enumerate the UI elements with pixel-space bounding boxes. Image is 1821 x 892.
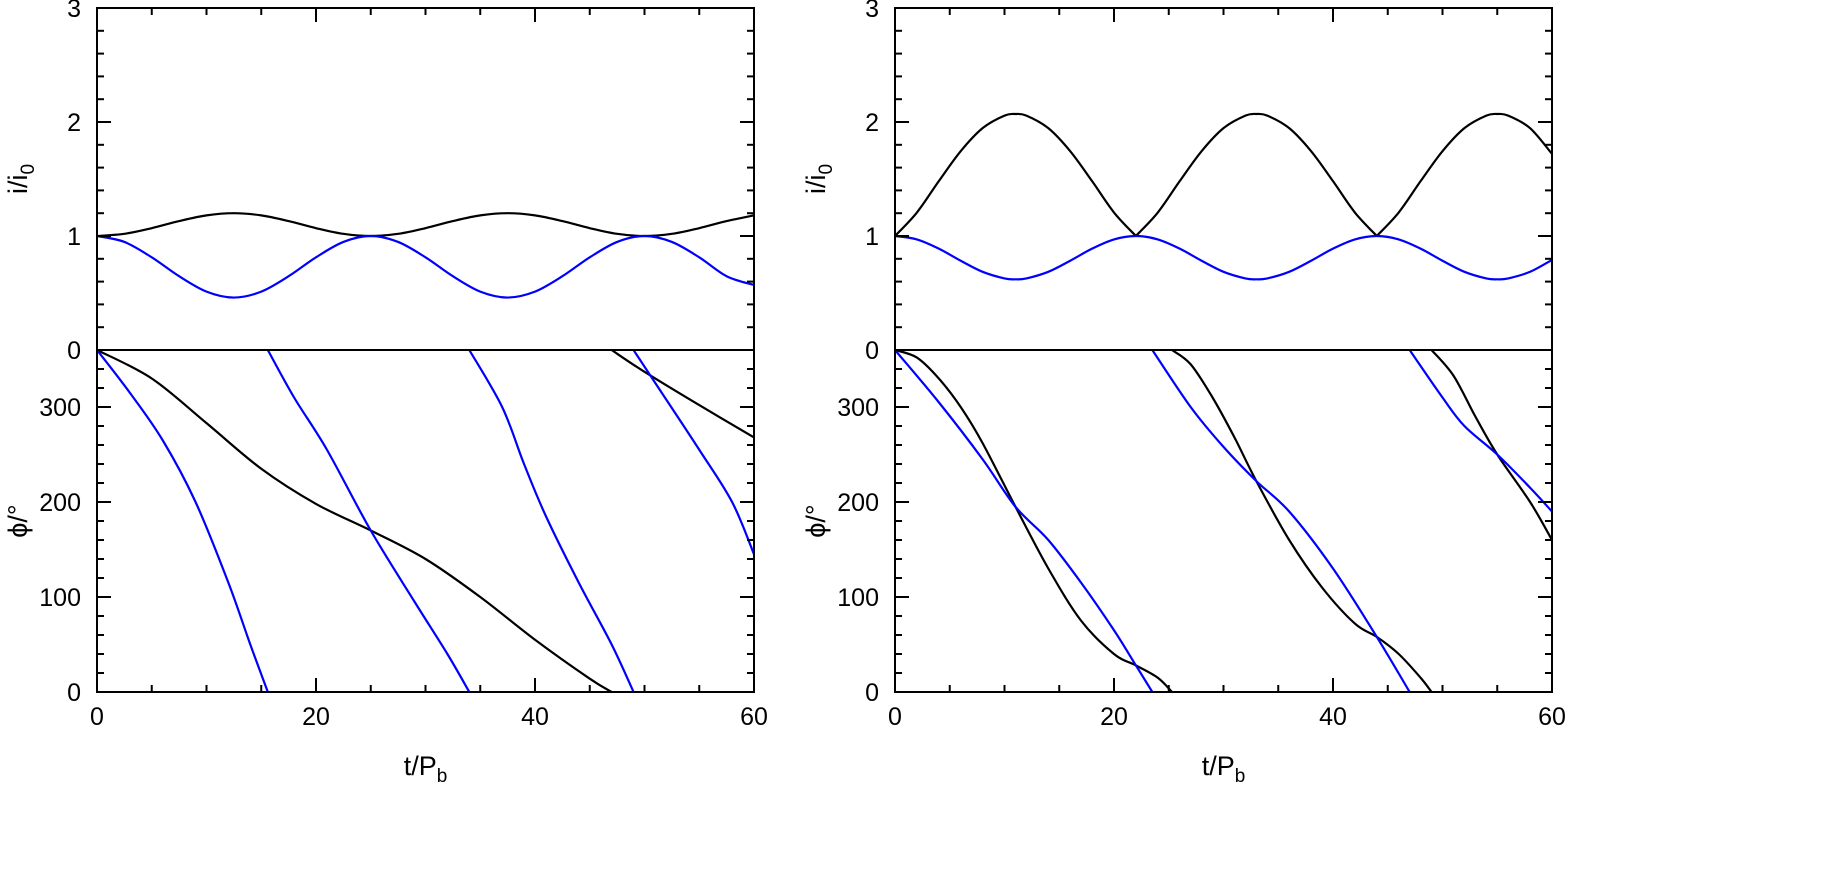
y-tick-label: 0 [67,679,81,707]
y-tick-label: 0 [865,679,879,707]
y-axis-label-inclination: i/i0 [3,164,39,194]
y-tick-label: 200 [837,489,879,517]
y-axis-label-phase-main: ϕ/° [801,504,831,537]
y-tick-label: 1 [865,223,879,251]
x-axis-label-main: t/P [1202,751,1235,781]
black-series-line [97,212,754,238]
y-axis-label-phase: ϕ/° [801,504,831,537]
y-axis-label-inclination-subscript: 0 [18,164,39,175]
y-axis-label-inclination-subscript: 0 [816,164,837,175]
y-tick-label: 100 [39,584,81,612]
blue-series-line [97,350,269,692]
x-tick-label: 20 [1100,703,1128,731]
blue-series-line [468,350,635,692]
x-axis-label-subscript: b [437,766,448,787]
blue-series-line [632,350,754,555]
black-series-line [97,350,613,692]
y-tick-label: 3 [865,0,879,23]
y-tick-label: 2 [865,109,879,137]
y-axis-label-inclination-main: i/i [801,175,831,195]
phase-panel: 0 100 200 300 ϕ/° [801,349,1553,707]
x-tick-label: 20 [302,703,330,731]
y-axis-label-phase-main: ϕ/° [3,504,33,537]
plot-frame [894,349,1553,693]
plot-frame [96,7,755,351]
blue-series-line [97,234,754,299]
x-tick-label: 60 [1538,703,1566,731]
y-tick-label: 300 [39,394,81,422]
y-tick-label: 100 [837,584,879,612]
y-axis-label-inclination-main: i/i [3,175,33,195]
blue-series-line [266,350,471,692]
black-series-line [1430,350,1552,541]
y-axis-label-inclination: i/i0 [801,164,837,194]
y-tick-label: 2 [67,109,81,137]
black-series-line [1375,112,1552,237]
plot-frame [96,349,755,693]
y-tick-label: 1 [67,223,81,251]
x-axis-label: t/Pb [1202,751,1246,787]
blue-series-line [895,350,1154,692]
phase-panel: 0 100 200 300 ϕ/° [3,349,755,707]
black-series-line [895,350,1173,692]
black-series-line [895,112,1137,237]
y-tick-label: 200 [39,489,81,517]
x-tick-label: 0 [90,703,104,731]
y-tick-label: 3 [67,0,81,23]
x-tick-label: 60 [740,703,768,731]
x-tick-label: 40 [521,703,549,731]
blue-series-line [1151,350,1411,692]
plot-frame [894,7,1553,351]
y-tick-label: 300 [837,394,879,422]
x-axis-label: t/Pb [404,751,448,787]
y-axis-label-phase: ϕ/° [3,504,33,537]
black-series-line [1171,350,1433,692]
x-tick-label: 0 [888,703,902,731]
y-tick-label: 0 [865,337,879,365]
x-axis-label-main: t/P [404,751,437,781]
blue-series-line [1408,350,1552,513]
black-series-line [1135,112,1378,237]
x-axis-label-subscript: b [1235,766,1246,787]
blue-series-line [895,234,1552,281]
x-tick-label: 40 [1319,703,1347,731]
y-tick-label: 0 [67,337,81,365]
black-series-line [611,350,754,439]
